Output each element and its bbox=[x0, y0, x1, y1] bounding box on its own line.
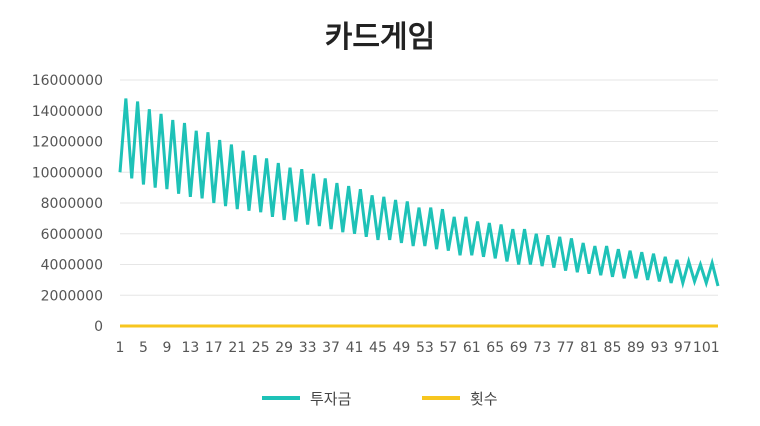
x-tick-label: 57 bbox=[439, 340, 457, 356]
x-tick-label: 5 bbox=[139, 340, 148, 356]
series-line-0 bbox=[118, 98, 720, 289]
x-tick-label: 9 bbox=[162, 340, 171, 356]
legend: 투자금 횟수 bbox=[262, 390, 498, 408]
x-tick-label: 45 bbox=[369, 340, 387, 356]
x-axis-ticks: 1 5 9 13 17 21 25 29 33 37 41 45 49 53 57 61 65 69 73 77 81 8… bbox=[116, 340, 720, 356]
y-tick-label: 16000000 bbox=[32, 73, 103, 89]
y-tick-label: 6000000 bbox=[41, 227, 103, 243]
y-tick-label: 12000000 bbox=[32, 135, 103, 151]
y-tick-label: 10000000 bbox=[32, 165, 103, 181]
x-tick-label: 41 bbox=[346, 340, 364, 356]
x-tick-label: 85 bbox=[604, 340, 622, 356]
x-tick-label: 29 bbox=[275, 340, 293, 356]
legend-label-1: 횟수 bbox=[470, 390, 498, 408]
x-tick-label: 21 bbox=[228, 340, 246, 356]
x-tick-label: 77 bbox=[557, 340, 575, 356]
y-tick-label: 0 bbox=[94, 319, 103, 335]
x-tick-label: 69 bbox=[510, 340, 528, 356]
x-tick-label: 13 bbox=[181, 340, 199, 356]
y-tick-label: 8000000 bbox=[41, 196, 103, 212]
x-tick-label: 65 bbox=[486, 340, 504, 356]
x-tick-label: 25 bbox=[252, 340, 270, 356]
x-tick-label: 49 bbox=[392, 340, 410, 356]
series-layer bbox=[118, 98, 720, 328]
x-tick-label: 93 bbox=[650, 340, 668, 356]
x-tick-label: 89 bbox=[627, 340, 645, 356]
x-tick-label: 37 bbox=[322, 340, 340, 356]
legend-label-0: 투자금 bbox=[310, 390, 352, 408]
x-tick-label: 101 bbox=[693, 340, 720, 356]
x-tick-label: 17 bbox=[205, 340, 223, 356]
y-tick-label: 2000000 bbox=[41, 288, 103, 304]
y-tick-label: 4000000 bbox=[41, 258, 103, 274]
x-tick-label: 61 bbox=[463, 340, 481, 356]
x-tick-label: 1 bbox=[116, 340, 125, 356]
x-tick-label: 33 bbox=[299, 340, 317, 356]
x-tick-label: 97 bbox=[674, 340, 692, 356]
y-tick-label: 14000000 bbox=[32, 104, 103, 120]
x-tick-label: 53 bbox=[416, 340, 434, 356]
x-tick-label: 73 bbox=[533, 340, 551, 356]
chart-title: 카드게임 bbox=[325, 20, 435, 55]
y-axis-ticks: 0 2000000 4000000 6000000 8000000 10000000 120… bbox=[32, 73, 103, 335]
x-tick-label: 81 bbox=[580, 340, 598, 356]
